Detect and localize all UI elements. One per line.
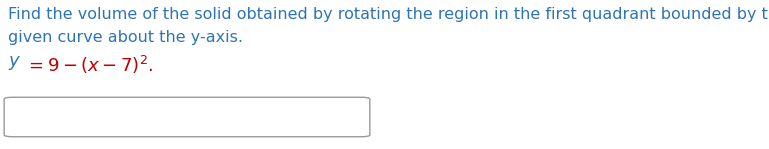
FancyBboxPatch shape (4, 97, 370, 137)
Text: Find the volume of the solid obtained by rotating the region in the first quadra: Find the volume of the solid obtained by… (8, 7, 769, 22)
Text: given curve about the y-axis.: given curve about the y-axis. (8, 30, 243, 45)
Text: $= 9 - (x - 7)^2.$: $= 9 - (x - 7)^2.$ (25, 54, 153, 76)
Text: $y$: $y$ (8, 54, 22, 72)
